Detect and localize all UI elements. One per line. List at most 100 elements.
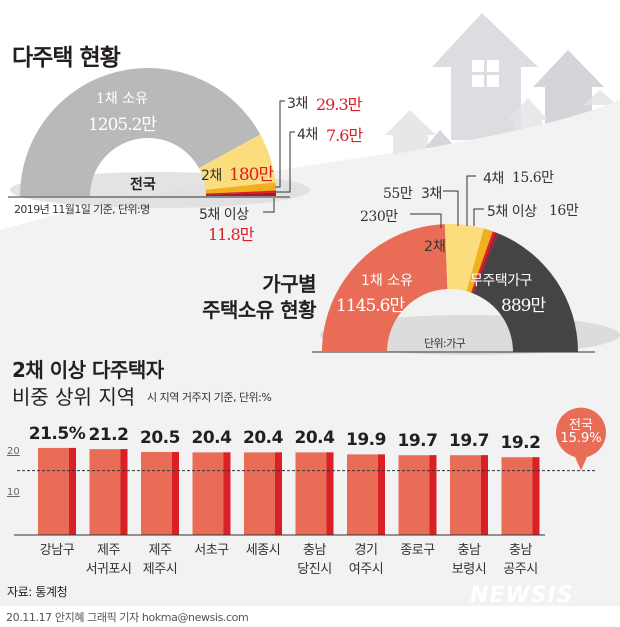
national-average-value: 15.9% bbox=[560, 430, 602, 446]
house-illustration bbox=[380, 13, 620, 160]
bar-category-line: 충남 bbox=[509, 543, 532, 558]
source-label: 자료: 통계청 bbox=[7, 585, 68, 599]
chart1-slice-value-1chae: 1205.2만 bbox=[87, 115, 157, 135]
chart1-label-4chae: 4채 bbox=[297, 127, 318, 143]
national-average-bubble bbox=[556, 407, 606, 458]
chart3-title-line2: 비중 상위 지역 bbox=[12, 385, 136, 409]
donut-slice-2 bbox=[466, 228, 493, 293]
bar-value-label: 20.4 bbox=[191, 428, 232, 449]
footer-strip bbox=[0, 606, 620, 627]
credit-line: 20.11.17 안지혜 그래픽 기자 hokma@newsis.com bbox=[6, 611, 249, 624]
bar-category-label: 종로구 bbox=[387, 541, 449, 560]
y-tick-label: 20 bbox=[7, 446, 20, 457]
bar-category-line: 종로구 bbox=[400, 543, 435, 558]
chart2-label-5chae: 5채 이상 bbox=[487, 204, 537, 220]
chart2-value-2chae: 230만 bbox=[360, 209, 398, 225]
chart1-slice-value-2chae: 180만 bbox=[229, 165, 274, 185]
bar-value-label: 19.7 bbox=[449, 431, 489, 452]
chart2-label-3chae: 3채 bbox=[421, 186, 442, 202]
donut-slice-0 bbox=[20, 67, 261, 196]
chart2-slice-value-nohouse: 889만 bbox=[501, 296, 546, 316]
bar-category-line: 제주시 bbox=[142, 562, 178, 577]
donut-slice-5 bbox=[473, 233, 578, 352]
donut-slice-3 bbox=[471, 231, 496, 294]
bar-edge bbox=[223, 452, 231, 535]
bar-value-label: 19.2 bbox=[500, 433, 541, 454]
leader-line-4chae bbox=[275, 131, 295, 193]
bar-value-label: 21.2 bbox=[88, 425, 129, 446]
national-average-pointer bbox=[574, 454, 588, 471]
chart3-title-line1: 2채 이상 다주택자 bbox=[12, 358, 164, 382]
bar-category-label: 세종시 bbox=[232, 541, 294, 560]
bar-category-line: 당진시 bbox=[297, 562, 332, 577]
small-house-mid-icon bbox=[425, 130, 456, 148]
donut-slice-4 bbox=[472, 232, 498, 294]
bar-value-label: 21.5% bbox=[28, 423, 86, 444]
chart1-value-5chae: 11.8만 bbox=[208, 225, 254, 244]
bar-category-label: 강남구 bbox=[26, 541, 88, 560]
bar-edge bbox=[481, 455, 488, 535]
bar-category-line: 여주시 bbox=[348, 562, 384, 577]
big-house-icon bbox=[432, 13, 538, 140]
leader-line-5chae-2 bbox=[473, 208, 484, 226]
bar-category-line: 충남 bbox=[303, 543, 326, 558]
national-average-label: 전국 bbox=[569, 417, 593, 433]
chart1-value-4chae: 7.6만 bbox=[326, 126, 363, 145]
faint-house-icon bbox=[508, 90, 617, 133]
bar-value-label: 20.4 bbox=[243, 428, 283, 449]
bar-edge bbox=[172, 451, 179, 535]
bar-edge bbox=[326, 452, 334, 535]
bar-edge bbox=[532, 457, 540, 535]
bar-value-label: 20.4 bbox=[294, 428, 335, 449]
chart2-slice-label-2chae: 2채 bbox=[424, 239, 446, 255]
donut-slice-2 bbox=[205, 182, 276, 194]
bar-edge bbox=[69, 447, 76, 535]
bar-category-line: 제주 bbox=[97, 543, 120, 558]
chart2-title-line2: 주택소유 현황 bbox=[202, 298, 316, 322]
donut-slice-3 bbox=[205, 190, 276, 195]
chart1-slice-label-2chae: 2채 bbox=[201, 168, 222, 184]
chart1-label-3chae: 3채 bbox=[287, 96, 308, 112]
chart2-slice-label-nohouse: 무주택가구 bbox=[470, 273, 532, 289]
bar-value-label: 20.5 bbox=[140, 427, 180, 448]
newsis-watermark: NEWSIS bbox=[470, 583, 574, 608]
chart2-value-4chae: 15.6만 bbox=[512, 170, 554, 186]
bar-category-line: 보령시 bbox=[451, 562, 487, 577]
donut-slice-1 bbox=[444, 224, 484, 292]
chart1-label-5chae: 5채 이상 bbox=[199, 207, 249, 223]
chart1-center-label: 전국 bbox=[130, 177, 156, 193]
bar-category-line: 공주시 bbox=[503, 562, 538, 577]
bar-category-line: 세종시 bbox=[245, 543, 281, 558]
chart1-value-3chae: 29.3만 bbox=[316, 95, 362, 114]
window-icon bbox=[472, 60, 484, 72]
chart2-slice-label-1chae: 1채 소유 bbox=[361, 273, 413, 289]
leader-line-3chae-2 bbox=[443, 190, 459, 226]
chart2-title-line1: 가구별 bbox=[262, 272, 316, 296]
half-donut-chart-2 bbox=[322, 224, 578, 352]
y-tick-label: 10 bbox=[7, 486, 20, 498]
chart2-slice-value-1chae: 1145.6만 bbox=[336, 296, 405, 316]
bar-category-line: 경기 bbox=[354, 543, 378, 558]
chart2-value-5chae: 16만 bbox=[549, 203, 579, 219]
bar-category-line: 강남구 bbox=[39, 543, 75, 558]
donut-slice-1 bbox=[198, 134, 276, 190]
bar-edge bbox=[275, 452, 282, 535]
bar-value-label: 19.9 bbox=[346, 430, 386, 451]
donut-slice-4 bbox=[205, 192, 276, 196]
bar-category-line: 제주 bbox=[148, 543, 172, 558]
donut-slice-0 bbox=[322, 224, 448, 352]
bar-category-line: 충남 bbox=[457, 543, 481, 558]
bar-category-line: 서귀포시 bbox=[85, 562, 132, 577]
chart2-value-3chae: 55만 bbox=[383, 186, 413, 202]
half-donut-chart-1 bbox=[20, 67, 276, 196]
chart2-label-4chae: 4채 bbox=[483, 171, 504, 187]
bar-category-label: 서초구 bbox=[181, 541, 243, 560]
bar-edge bbox=[378, 454, 385, 535]
